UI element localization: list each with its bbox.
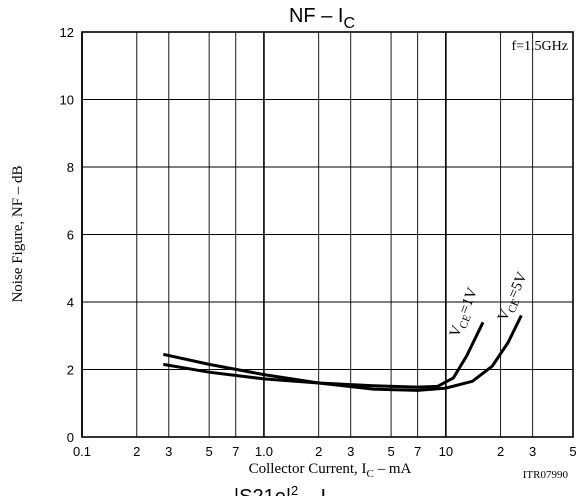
annotation: f=1.5GHz [512, 39, 569, 54]
x-tick-label: 5 [206, 444, 213, 459]
x-tick-label: 3 [347, 444, 354, 459]
chart-title: NF – IC [289, 5, 355, 32]
title-sub: C [343, 15, 355, 32]
x-tick-label: 3 [529, 444, 536, 459]
x-tick-label: 2 [315, 444, 322, 459]
next-title-text: |S21e| [234, 486, 291, 496]
x-tick-label: 2 [497, 444, 504, 459]
plot-frame [81, 31, 574, 438]
y-tick-label: 2 [67, 363, 74, 378]
x-tick-label: 5 [569, 444, 576, 459]
next-title-after: – I [298, 486, 326, 496]
x-label-text: Collector Current, I [249, 461, 367, 477]
next-title-sup: 2 [291, 483, 298, 496]
series-label-sub: CE [506, 297, 523, 315]
y-tick-label: 8 [67, 160, 74, 175]
x-tick-label: 3 [165, 444, 172, 459]
series-label-after: =5V [505, 270, 531, 301]
figure-id: ITR07990 [523, 469, 569, 481]
x-tick-label: 7 [232, 444, 239, 459]
x-label-sub: C [367, 468, 374, 480]
data-line [163, 321, 485, 389]
series-label-sub: CE [457, 313, 473, 331]
x-tick-label: 10 [439, 444, 453, 459]
x-tick-label: 1.0 [255, 444, 273, 459]
x-axis-label: Collector Current, IC – mA [249, 461, 412, 480]
x-tick-label: 2 [133, 444, 140, 459]
x-tick-label: 7 [414, 444, 421, 459]
y-tick-label: 6 [67, 228, 74, 243]
x-tick-label: 0.1 [73, 444, 91, 459]
y-axis-label: Noise Figure, NF – dB [10, 165, 26, 302]
x-tick-label: 5 [387, 444, 394, 459]
y-tick-label: 10 [60, 93, 74, 108]
x-label-after: – mA [374, 461, 412, 477]
y-tick-label: 12 [60, 25, 74, 40]
data-line [162, 314, 523, 392]
next-title: |S21e|2 – I [234, 483, 326, 496]
y-tick-label: 4 [67, 295, 74, 310]
y-tick-label: 0 [67, 430, 74, 445]
series-label-after: =1V [456, 285, 481, 316]
title-text: NF – I [289, 5, 343, 27]
